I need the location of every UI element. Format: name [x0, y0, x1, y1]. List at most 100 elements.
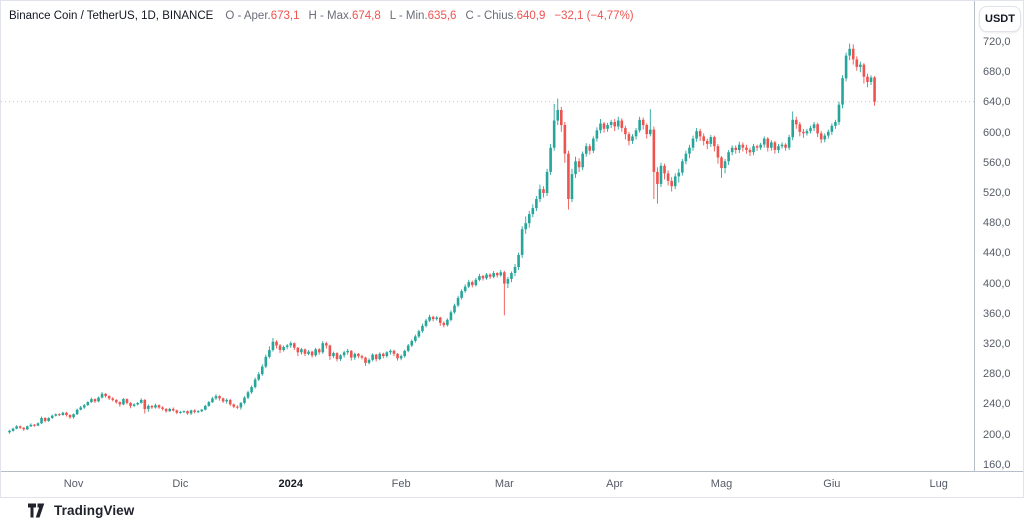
- candle[interactable]: [474, 277, 478, 287]
- candle[interactable]: [755, 144, 759, 151]
- candle[interactable]: [691, 135, 695, 151]
- candle[interactable]: [656, 167, 659, 204]
- candle[interactable]: [499, 270, 503, 277]
- candle[interactable]: [552, 103, 556, 151]
- candle[interactable]: [335, 352, 339, 362]
- candle[interactable]: [670, 177, 673, 192]
- candle[interactable]: [862, 63, 866, 84]
- candle[interactable]: [716, 143, 720, 164]
- candle[interactable]: [111, 397, 115, 402]
- candle[interactable]: [204, 404, 207, 411]
- candle[interactable]: [866, 73, 869, 88]
- candle[interactable]: [488, 273, 492, 280]
- candle[interactable]: [371, 353, 374, 362]
- candle[interactable]: [556, 98, 560, 125]
- candle[interactable]: [453, 303, 456, 314]
- candle[interactable]: [542, 186, 545, 198]
- candle[interactable]: [179, 410, 182, 414]
- candle[interactable]: [285, 344, 289, 350]
- candle[interactable]: [428, 314, 431, 323]
- candle[interactable]: [627, 131, 631, 146]
- candle[interactable]: [770, 140, 773, 151]
- candle[interactable]: [164, 408, 168, 413]
- candle[interactable]: [332, 351, 335, 359]
- candle[interactable]: [189, 409, 193, 415]
- candle[interactable]: [403, 349, 406, 358]
- candle[interactable]: [574, 156, 577, 178]
- candle[interactable]: [698, 128, 702, 141]
- candle[interactable]: [360, 354, 364, 360]
- candle[interactable]: [549, 143, 552, 175]
- candle[interactable]: [773, 140, 777, 154]
- candle[interactable]: [374, 353, 378, 362]
- candle[interactable]: [478, 273, 481, 282]
- candle[interactable]: [794, 116, 798, 129]
- candle[interactable]: [382, 352, 385, 359]
- candle[interactable]: [54, 413, 58, 417]
- candle[interactable]: [364, 356, 367, 366]
- candle[interactable]: [649, 109, 652, 137]
- candle[interactable]: [239, 402, 243, 410]
- candle[interactable]: [855, 56, 859, 71]
- candle[interactable]: [652, 126, 656, 199]
- candle[interactable]: [819, 131, 823, 144]
- candle[interactable]: [36, 422, 40, 427]
- candle[interactable]: [560, 106, 563, 132]
- candle[interactable]: [396, 353, 399, 361]
- candle[interactable]: [602, 122, 606, 133]
- candle[interactable]: [321, 341, 325, 354]
- candle[interactable]: [748, 147, 752, 156]
- candle[interactable]: [50, 414, 54, 419]
- candle[interactable]: [695, 128, 698, 142]
- candle[interactable]: [40, 416, 43, 425]
- candle[interactable]: [232, 403, 236, 409]
- candle[interactable]: [506, 276, 510, 289]
- candle[interactable]: [392, 349, 396, 357]
- candle[interactable]: [150, 405, 154, 409]
- candle[interactable]: [616, 116, 620, 130]
- candle[interactable]: [752, 143, 755, 156]
- candle[interactable]: [631, 134, 634, 144]
- candle[interactable]: [485, 273, 488, 280]
- candle[interactable]: [132, 403, 136, 407]
- candle[interactable]: [446, 318, 449, 327]
- candle[interactable]: [75, 408, 79, 415]
- candle[interactable]: [595, 127, 599, 142]
- candle[interactable]: [325, 341, 328, 349]
- candle[interactable]: [830, 123, 834, 135]
- candle[interactable]: [193, 409, 196, 414]
- candle[interactable]: [762, 136, 766, 148]
- candle[interactable]: [759, 142, 762, 150]
- candle[interactable]: [738, 141, 741, 153]
- candle[interactable]: [228, 399, 232, 406]
- candle[interactable]: [844, 52, 848, 82]
- candle[interactable]: [139, 398, 143, 404]
- candle[interactable]: [620, 118, 624, 132]
- candle[interactable]: [802, 128, 805, 138]
- candle[interactable]: [33, 424, 36, 427]
- candle[interactable]: [435, 316, 438, 321]
- candle[interactable]: [82, 404, 86, 409]
- candle[interactable]: [449, 310, 453, 322]
- candle[interactable]: [282, 345, 285, 352]
- candle[interactable]: [634, 128, 638, 140]
- candle[interactable]: [442, 321, 446, 328]
- candle[interactable]: [705, 138, 709, 150]
- candle[interactable]: [399, 354, 403, 361]
- candle[interactable]: [136, 402, 139, 406]
- candle[interactable]: [353, 352, 357, 360]
- candle[interactable]: [816, 122, 819, 138]
- candle[interactable]: [93, 398, 97, 403]
- candle[interactable]: [68, 414, 72, 419]
- candle[interactable]: [702, 133, 705, 146]
- candle[interactable]: [709, 134, 713, 147]
- candle[interactable]: [225, 398, 228, 404]
- candle[interactable]: [577, 158, 581, 172]
- candle[interactable]: [339, 354, 342, 361]
- candle[interactable]: [727, 150, 730, 166]
- candle[interactable]: [460, 289, 463, 300]
- candle[interactable]: [834, 119, 837, 129]
- candle[interactable]: [688, 144, 691, 159]
- candle[interactable]: [663, 163, 666, 180]
- candle[interactable]: [18, 425, 22, 429]
